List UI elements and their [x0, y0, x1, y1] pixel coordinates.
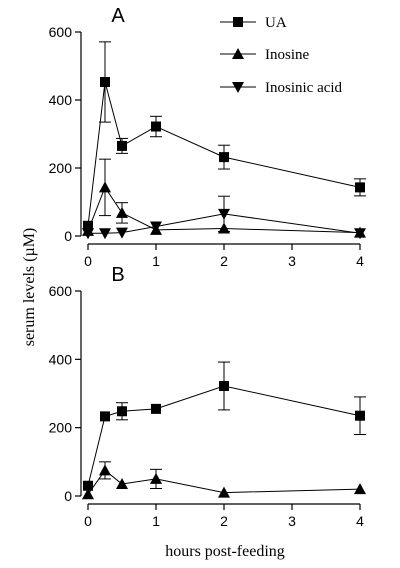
x-tick-label: 1	[152, 253, 160, 269]
series-line	[87, 81, 361, 226]
x-tick-label: 3	[288, 513, 296, 529]
data-point	[99, 228, 111, 240]
data-point	[117, 406, 127, 417]
data-point	[150, 221, 162, 233]
panel-label: B	[111, 264, 124, 286]
y-tick-label: 0	[64, 228, 72, 244]
y-axis-title: serum levels (µM)	[21, 228, 38, 347]
legend-item: Inosinic acid	[220, 80, 343, 96]
y-tick-label: 400	[49, 351, 73, 367]
data-point	[116, 227, 128, 239]
series-inosine	[82, 461, 366, 500]
y-tick-label: 600	[49, 283, 73, 299]
x-tick-label: 2	[220, 253, 228, 269]
series-ua	[83, 41, 366, 231]
y-tick-label: 600	[49, 24, 73, 40]
data-point	[100, 76, 110, 87]
y-tick-label: 200	[49, 160, 73, 176]
legend-label: Inosinic acid	[265, 80, 343, 96]
x-tick-label: 1	[152, 513, 160, 529]
data-point	[219, 380, 229, 391]
y-tick-label: 400	[49, 92, 73, 108]
x-tick-label: 0	[84, 253, 92, 269]
data-point	[354, 228, 366, 240]
legend-marker	[232, 82, 244, 93]
series-inosinic-acid	[82, 195, 366, 240]
data-point	[218, 208, 230, 220]
legend-label: Inosine	[265, 47, 310, 63]
x-tick-label: 0	[84, 513, 92, 529]
legend-item: UA	[220, 15, 287, 31]
x-tick-label: 2	[220, 513, 228, 529]
data-point	[99, 181, 111, 193]
data-point	[218, 486, 230, 498]
data-point	[355, 410, 365, 421]
y-tick-label: 200	[49, 420, 73, 436]
legend-item: Inosine	[220, 47, 310, 63]
legend-label: UA	[265, 15, 287, 31]
panel-b: 0 200 400 600 0 1 2 3 4 B	[49, 264, 366, 529]
series-ua	[83, 361, 366, 491]
data-point	[151, 403, 161, 414]
data-point	[150, 472, 162, 484]
data-point	[116, 206, 128, 218]
legend-marker	[232, 48, 244, 59]
series-line	[87, 385, 361, 486]
x-tick-label: 4	[356, 513, 364, 529]
legend: UA Inosine Inosinic acid	[220, 15, 343, 96]
data-point	[116, 478, 128, 490]
x-axis-title: hours post-feeding	[165, 543, 285, 560]
data-point	[83, 480, 93, 491]
data-point	[355, 182, 365, 193]
x-tick-label: 4	[356, 253, 364, 269]
panel-label: A	[111, 5, 125, 27]
data-point	[151, 121, 161, 132]
x-tick-label: 3	[288, 253, 296, 269]
data-point	[82, 228, 94, 240]
data-point	[354, 483, 366, 495]
data-point	[100, 411, 110, 422]
data-point	[117, 140, 127, 151]
data-point	[219, 152, 229, 163]
data-point	[99, 464, 111, 476]
data-point	[82, 488, 94, 500]
y-tick-label: 0	[64, 488, 72, 504]
panel-a: 0 200 400 600 0 1 2 3 4 A	[49, 5, 366, 269]
legend-marker	[233, 17, 243, 27]
series-line	[87, 186, 361, 234]
